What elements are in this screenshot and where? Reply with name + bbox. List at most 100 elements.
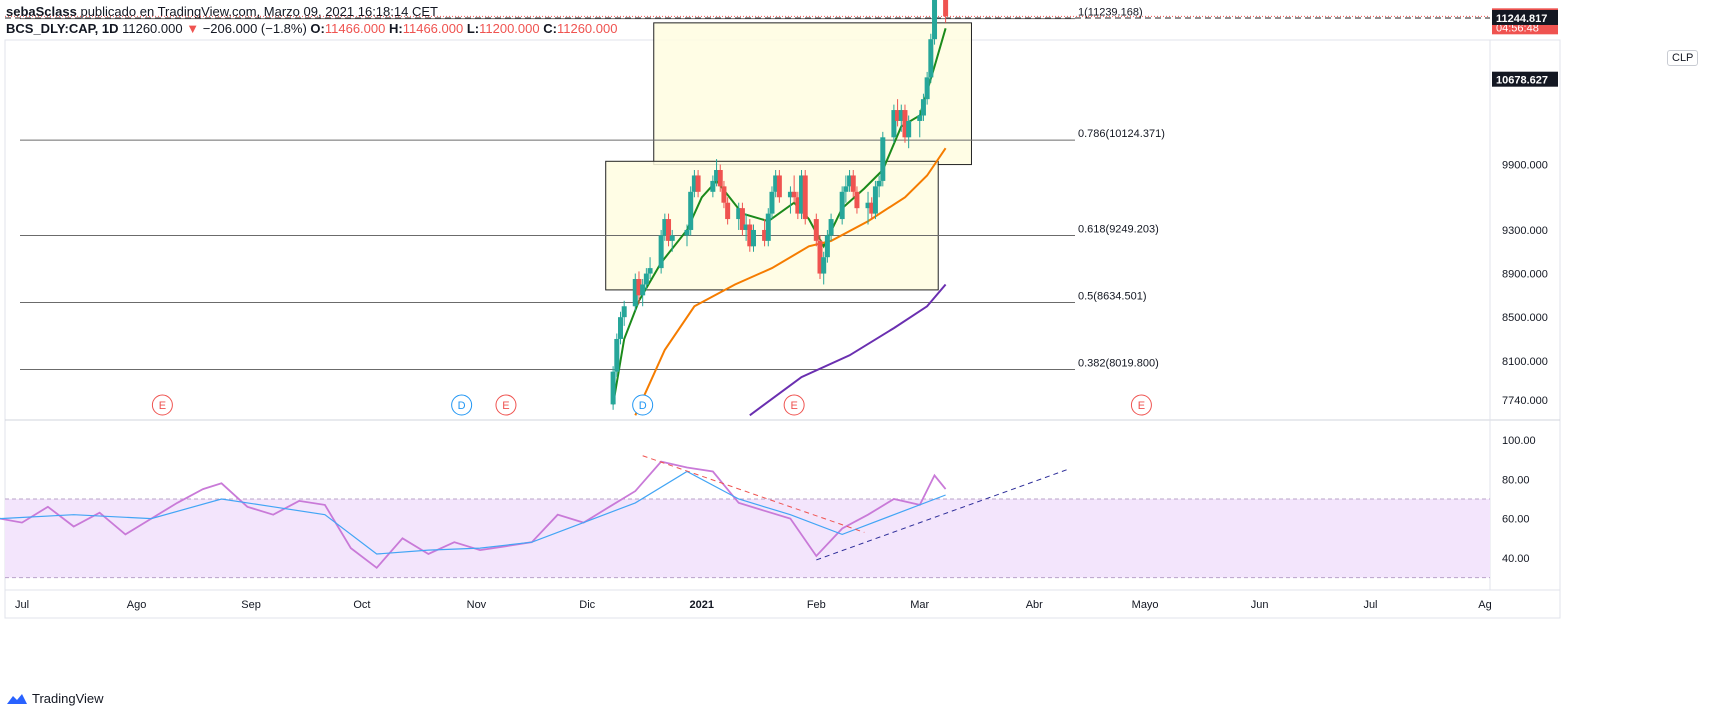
candle-body bbox=[747, 224, 753, 247]
published-text: publicado en TradingView.com, Marzo 09, … bbox=[80, 4, 438, 19]
time-axis-label: Mar bbox=[910, 599, 929, 611]
candle-body bbox=[799, 175, 805, 214]
candle-body bbox=[917, 115, 923, 121]
candle-body bbox=[776, 175, 782, 198]
candle-body bbox=[721, 186, 727, 203]
rsi-line bbox=[0, 460, 947, 570]
event-label: E bbox=[502, 400, 509, 412]
event-label: D bbox=[458, 400, 466, 412]
change-value: −206.000 (−1.8%) bbox=[202, 21, 307, 36]
candle-body bbox=[769, 191, 775, 214]
moving-average-line bbox=[634, 147, 947, 416]
price-axis-label: 8100.000 bbox=[1502, 356, 1548, 368]
candle-body bbox=[773, 175, 779, 192]
low-value: 11200.000 bbox=[479, 21, 540, 36]
range-box bbox=[653, 22, 972, 166]
time-axis-label: Feb bbox=[807, 599, 826, 611]
time-axis-label: Mayo bbox=[1132, 599, 1159, 611]
time-axis-label: Jul bbox=[1363, 599, 1377, 611]
author-name[interactable]: sebaSclass bbox=[6, 4, 77, 19]
price-axis-label: 8500.000 bbox=[1502, 312, 1548, 324]
price-tag-label: 11244.817 bbox=[1496, 13, 1547, 25]
price-axis-label: 7740.000 bbox=[1502, 395, 1548, 407]
change-arrow-icon: ▼ bbox=[186, 21, 200, 36]
candle-body bbox=[854, 191, 860, 209]
time-axis-label: Nov bbox=[467, 599, 487, 611]
price-tag bbox=[1492, 9, 1558, 25]
price-tag bbox=[1492, 71, 1558, 87]
candle-body bbox=[666, 219, 672, 241]
candle-body bbox=[787, 191, 793, 198]
candle-body bbox=[943, 0, 949, 17]
candle-body bbox=[791, 191, 797, 198]
candle-body bbox=[869, 202, 875, 214]
rsi-axis-label: 40.00 bbox=[1502, 553, 1530, 565]
close-value: 11260.000 bbox=[556, 21, 618, 36]
candle-body bbox=[895, 110, 901, 121]
price-tag-label: 10678.627 bbox=[1496, 75, 1548, 87]
candle-body bbox=[920, 99, 926, 116]
candle-body bbox=[640, 284, 646, 296]
candle-body bbox=[817, 240, 823, 274]
event-marker bbox=[451, 394, 473, 416]
event-label: E bbox=[790, 400, 797, 412]
candle-body bbox=[802, 175, 808, 220]
candle-body bbox=[813, 219, 819, 241]
candle-body bbox=[828, 219, 834, 236]
candle-body bbox=[684, 229, 690, 236]
price-axis-label: 9300.000 bbox=[1502, 225, 1548, 237]
symbol-label: BCS_DLY:CAP, 1D bbox=[6, 21, 119, 36]
candle-body bbox=[621, 306, 627, 318]
footer[interactable]: TradingView bbox=[6, 691, 104, 706]
moving-average-line bbox=[749, 283, 947, 417]
event-marker bbox=[151, 394, 173, 416]
candle-body bbox=[821, 257, 827, 274]
time-axis-label: 2021 bbox=[690, 599, 714, 611]
high-label: H: bbox=[389, 21, 403, 36]
fib-label: 0.786(10124.371) bbox=[1078, 128, 1165, 140]
time-axis-label: Ago bbox=[127, 599, 147, 611]
candle-body bbox=[743, 224, 749, 230]
rsi-line bbox=[0, 470, 946, 555]
candle-body bbox=[736, 208, 742, 220]
event-label: E bbox=[159, 400, 166, 412]
candle-body bbox=[647, 268, 653, 274]
time-axis-label: Ag bbox=[1478, 599, 1491, 611]
currency-badge[interactable]: CLP bbox=[1667, 50, 1699, 66]
candle-body bbox=[725, 202, 731, 220]
price-axis-label: 9900.000 bbox=[1502, 160, 1548, 172]
price-axis-label: 8900.000 bbox=[1502, 269, 1548, 281]
price-tag-countdown: 04:56:48 bbox=[1496, 22, 1539, 34]
time-axis-label: Jun bbox=[1251, 599, 1269, 611]
candle-body bbox=[924, 77, 930, 100]
time-axis-label: Oct bbox=[353, 599, 370, 611]
tradingview-logo-icon bbox=[7, 693, 27, 704]
fib-label: 0.5(8634.501) bbox=[1078, 290, 1147, 302]
rsi-axis-label: 100.00 bbox=[1502, 435, 1536, 447]
rsi-axis-label: 60.00 bbox=[1502, 514, 1530, 526]
time-axis-label: Jul bbox=[15, 599, 29, 611]
candle-body bbox=[898, 110, 904, 121]
event-label: D bbox=[639, 400, 647, 412]
event-label: E bbox=[1138, 400, 1145, 412]
candle-body bbox=[669, 235, 675, 241]
fib-label: 0.382(8019.800) bbox=[1078, 358, 1159, 370]
candle-body bbox=[739, 208, 745, 230]
fib-label: 0.618(9249.203) bbox=[1078, 223, 1159, 235]
event-marker bbox=[783, 394, 805, 416]
candle-body bbox=[695, 175, 701, 192]
candle-body bbox=[614, 338, 620, 372]
open-label: O: bbox=[310, 21, 325, 36]
low-label: L: bbox=[466, 21, 480, 36]
candle-body bbox=[636, 279, 642, 296]
candle-body bbox=[928, 39, 934, 78]
candle-body bbox=[717, 170, 723, 187]
candle-body bbox=[880, 137, 886, 181]
time-axis-label: Abr bbox=[1026, 599, 1043, 611]
candle-body bbox=[688, 191, 694, 230]
close-label: C: bbox=[543, 21, 557, 36]
candle-body bbox=[843, 186, 849, 192]
candle-body bbox=[618, 317, 623, 339]
candle-body bbox=[824, 235, 830, 258]
